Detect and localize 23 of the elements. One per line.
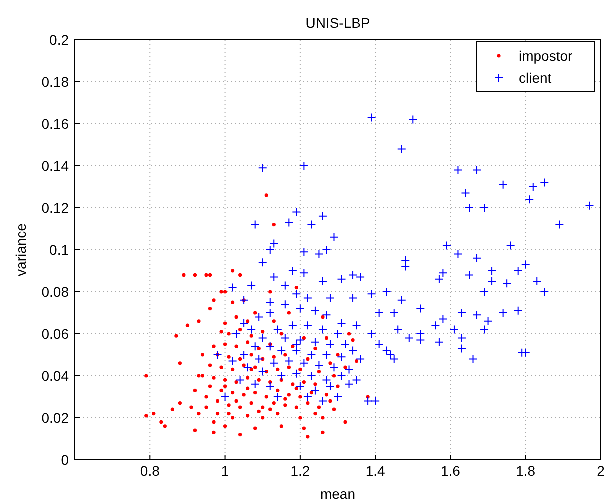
y-tick-label: 0.1	[50, 242, 70, 258]
y-tick-label: 0.12	[42, 200, 70, 216]
x-tick-label: 2	[597, 463, 605, 479]
chart-title: UNIS-LBP	[306, 15, 370, 31]
y-tick-label: 0.02	[42, 410, 70, 426]
y-tick-label: 0.18	[42, 74, 70, 90]
x-tick-label: 1.4	[366, 463, 386, 479]
y-tick-label: 0.06	[42, 326, 70, 342]
legend-label: impostor	[519, 48, 574, 64]
y-tick-label: 0.16	[42, 116, 70, 132]
x-tick-label: 0.8	[140, 463, 160, 479]
y-tick-label: 0.04	[42, 368, 70, 384]
x-tick-label: 1.8	[516, 463, 536, 479]
legend-label: client	[519, 70, 552, 86]
y-tick-label: 0.2	[50, 32, 70, 48]
x-tick-label: 1.2	[290, 463, 310, 479]
y-tick-label: 0.14	[42, 158, 70, 174]
x-axis-title: mean	[320, 486, 356, 501]
x-tick-label: 1	[221, 463, 230, 479]
x-tick-label: 1.6	[440, 463, 461, 479]
y-tick-label: 0.08	[42, 284, 70, 300]
y-tick-label: 0	[61, 452, 70, 468]
y-axis-title: variance	[13, 223, 29, 276]
